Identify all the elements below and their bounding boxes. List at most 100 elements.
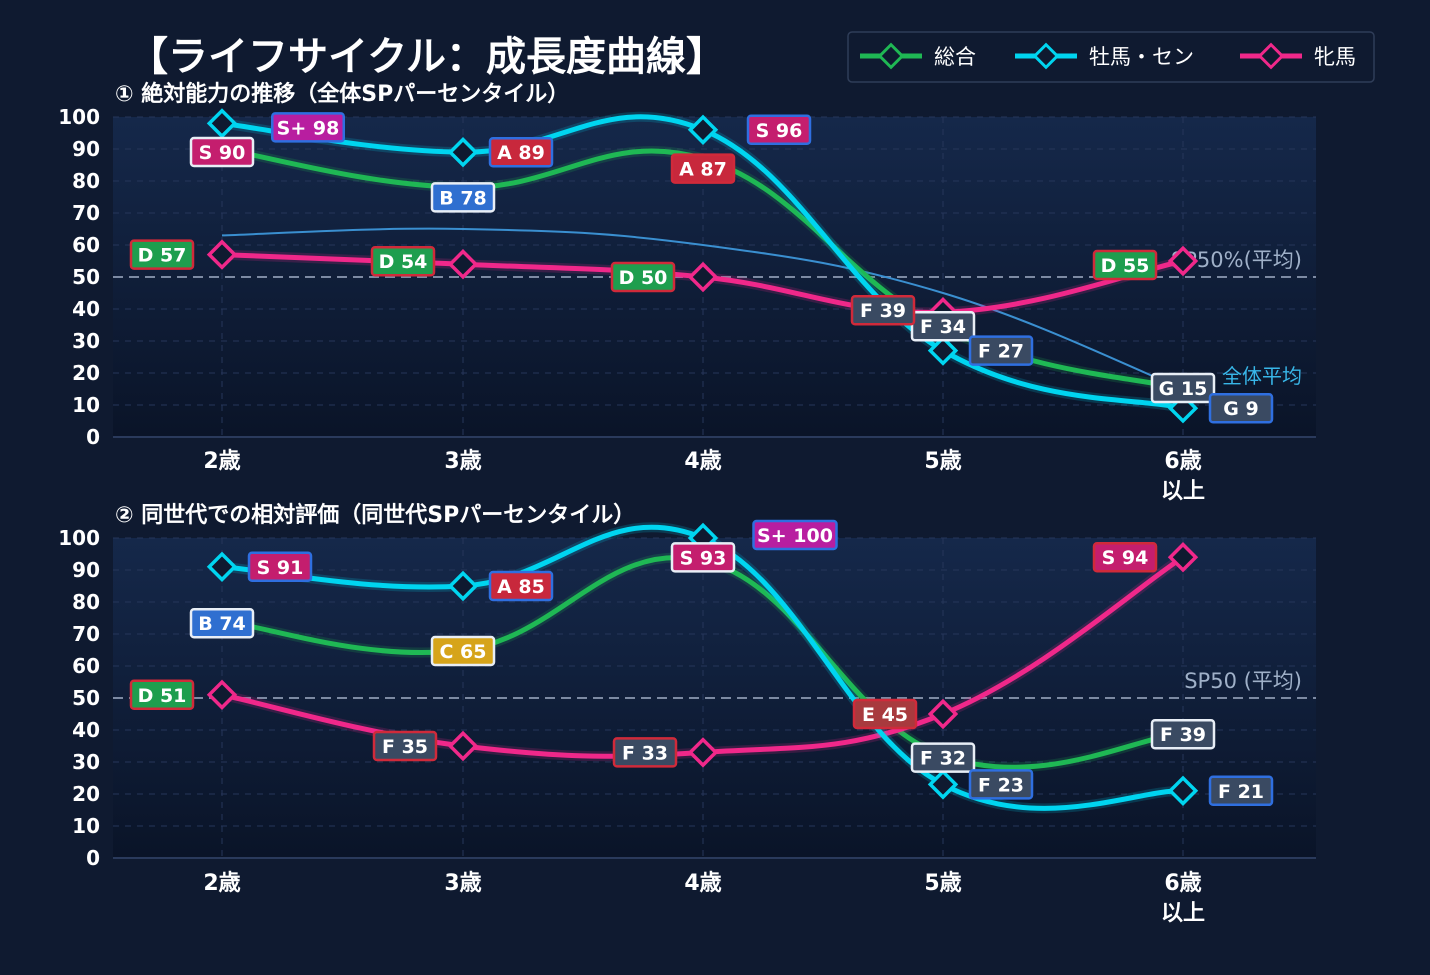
data-point-marker bbox=[447, 248, 479, 280]
data-label: S+ 98 bbox=[277, 117, 340, 139]
y-tick-label: 90 bbox=[72, 137, 100, 161]
y-tick-label: 100 bbox=[58, 105, 100, 129]
data-label: F 33 bbox=[622, 742, 668, 764]
average-line bbox=[221, 227, 1184, 390]
data-label-badge: S 90 bbox=[189, 136, 255, 168]
data-label-bg bbox=[247, 551, 313, 583]
chart-title: ② 同世代での相対評価（同世代SPパーセンタイル） bbox=[115, 502, 635, 528]
legend-entry-label: 牝馬 bbox=[1314, 45, 1356, 69]
data-label-bg bbox=[370, 245, 436, 277]
y-axis-ticks: 0 10 20 30 40 50 60 70 80 90 100 bbox=[58, 526, 100, 870]
data-label-badge: S+ 100 bbox=[752, 519, 838, 551]
data-point-marker bbox=[447, 136, 479, 168]
y-tick-label: 30 bbox=[72, 329, 100, 353]
data-label-bg bbox=[670, 153, 736, 184]
data-label-badge: D 54 bbox=[370, 245, 436, 277]
data-label: A 85 bbox=[497, 576, 545, 598]
data-labels: B 74 C 65 S 93 F 32 F 39 D 51 F 35 F 33 E 45 S 94… bbox=[129, 519, 1274, 807]
data-point-marker bbox=[1167, 245, 1199, 277]
y-tick-label: 80 bbox=[72, 590, 100, 614]
data-label-bg bbox=[746, 114, 812, 146]
data-label: A 89 bbox=[497, 142, 545, 164]
data-label-bg bbox=[1150, 372, 1216, 404]
x-tick-label: 5歳 bbox=[924, 871, 961, 896]
data-label: F 21 bbox=[1218, 781, 1264, 803]
data-point-marker bbox=[927, 769, 959, 800]
data-label: E 45 bbox=[862, 704, 908, 726]
data-label-badge: A 85 bbox=[488, 570, 554, 602]
y-tick-label: 100 bbox=[58, 526, 100, 550]
legend-diamond-marker bbox=[877, 42, 905, 70]
data-label-bg bbox=[129, 239, 195, 270]
data-label-badge: A 89 bbox=[488, 136, 554, 168]
x-tick-label: 2歳 bbox=[203, 449, 240, 474]
data-label-bg bbox=[372, 730, 438, 762]
data-label: S 96 bbox=[756, 120, 803, 142]
y-tick-label: 80 bbox=[72, 169, 100, 193]
data-label-badge: D 51 bbox=[129, 679, 195, 711]
y-tick-label: 50 bbox=[72, 686, 100, 710]
data-label: F 34 bbox=[920, 316, 966, 338]
series-markers bbox=[206, 522, 1199, 807]
data-label-badge: F 23 bbox=[968, 769, 1034, 800]
y-tick-label: 0 bbox=[86, 425, 100, 449]
y-tick-label: 50 bbox=[72, 265, 100, 289]
y-tick-label: 70 bbox=[72, 622, 100, 646]
data-label-badge: C 65 bbox=[430, 635, 496, 667]
data-label: S 91 bbox=[257, 557, 304, 579]
data-label-bg bbox=[271, 112, 345, 143]
data-point-marker bbox=[206, 551, 238, 583]
data-point-marker bbox=[1167, 775, 1199, 807]
chart-title: ① 絶対能力の推移（全体SPパーセンタイル） bbox=[115, 81, 569, 107]
data-label-bg bbox=[910, 742, 976, 773]
data-label: D 57 bbox=[138, 245, 187, 267]
data-label-badge: A 87 bbox=[670, 153, 736, 184]
x-tick-label: 3歳 bbox=[444, 871, 481, 896]
data-label-badge: E 45 bbox=[852, 698, 918, 730]
x-tick-label: 5歳 bbox=[924, 449, 961, 474]
data-label-badge: B 74 bbox=[189, 607, 255, 639]
data-label-bg bbox=[488, 136, 554, 168]
data-label-badge: F 33 bbox=[612, 737, 678, 768]
data-label-bg bbox=[430, 182, 496, 213]
data-label-badge: D 57 bbox=[129, 239, 195, 270]
data-label: S+ 100 bbox=[757, 525, 833, 547]
data-label: F 39 bbox=[860, 300, 906, 322]
data-label: C 65 bbox=[440, 641, 487, 663]
figure-title: 【ライフサイクル：成長度曲線】 bbox=[128, 34, 726, 80]
panel-absolute: ① 絶対能力の推移（全体SPパーセンタイル） 0 10 20 30 40 50 60 70 80 9… bbox=[58, 81, 1316, 504]
x-axis-ticks: 2歳 3歳 4歳 5歳 6歳以上 bbox=[203, 871, 1205, 926]
data-labels: S 90 B 78 A 87 F 34 G 15 D 57 D 54 D 50 F 39 D 55… bbox=[129, 112, 1274, 424]
data-label-badge: G 9 bbox=[1208, 392, 1274, 424]
x-tick-label: 3歳 bbox=[444, 449, 481, 474]
panel-relative: ② 同世代での相対評価（同世代SPパーセンタイル） 0 10 20 30 40 50 60 70… bbox=[58, 502, 1316, 926]
data-point-marker bbox=[206, 239, 238, 270]
data-label-bg bbox=[189, 607, 255, 639]
data-label-bg bbox=[129, 679, 195, 711]
y-tick-label: 60 bbox=[72, 654, 100, 678]
data-label: S 90 bbox=[199, 142, 246, 164]
data-label-badge: S 91 bbox=[247, 551, 313, 583]
data-label-bg bbox=[1092, 249, 1158, 281]
y-tick-label: 40 bbox=[72, 297, 100, 321]
data-label-badge: D 55 bbox=[1092, 249, 1158, 281]
y-tick-label: 10 bbox=[72, 393, 100, 417]
data-label-bg bbox=[1208, 775, 1274, 807]
data-label: A 87 bbox=[679, 159, 727, 181]
x-tick-label: 4歳 bbox=[684, 871, 721, 896]
data-label: F 23 bbox=[978, 774, 1024, 796]
data-label-badge: S 94 bbox=[1092, 541, 1158, 573]
y-tick-label: 20 bbox=[72, 361, 100, 385]
data-point-marker bbox=[206, 108, 238, 139]
x-tick-label: 6歳以上 bbox=[1161, 871, 1205, 926]
x-axis-ticks: 2歳 3歳 4歳 5歳 6歳以上 bbox=[203, 449, 1205, 504]
data-label-badge: F 21 bbox=[1208, 775, 1274, 807]
data-label-badge: F 39 bbox=[1150, 718, 1216, 750]
data-label-bg bbox=[850, 294, 916, 326]
data-point-marker bbox=[927, 335, 959, 366]
data-label-bg bbox=[852, 698, 918, 730]
data-label: F 39 bbox=[1160, 724, 1206, 746]
data-point-marker bbox=[1167, 541, 1199, 573]
data-label-bg bbox=[610, 261, 676, 293]
